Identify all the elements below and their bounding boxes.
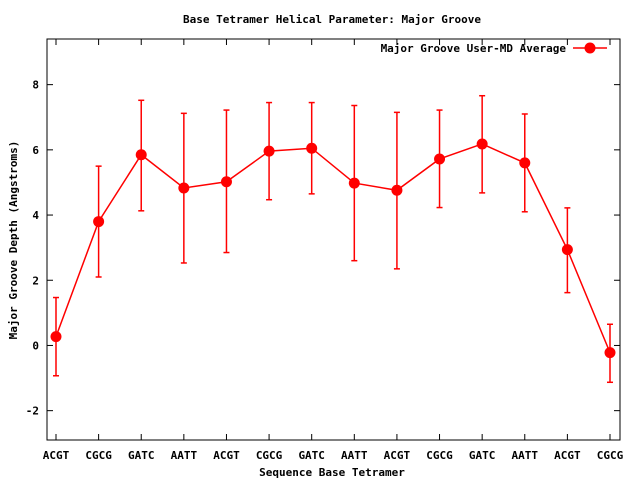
y-tick-label: 0 <box>32 339 39 352</box>
error-bars <box>53 94 613 384</box>
data-point <box>391 184 403 196</box>
data-point <box>476 138 488 150</box>
x-axis: ACGT CGCG GATC AATT ACGT CGCG GATC AATT ACGT CGCG… <box>43 39 624 462</box>
x-tick-label: GATC <box>469 449 496 462</box>
y-tick-label: 8 <box>32 79 39 92</box>
x-tick-label: ACGT <box>384 449 411 462</box>
x-tick-label: AATT <box>171 449 198 462</box>
y-tick-label: 4 <box>32 209 39 222</box>
x-tick-label: CGCG <box>85 449 112 462</box>
x-tick-label: GATC <box>298 449 325 462</box>
data-point <box>263 145 275 157</box>
x-tick-label: ACGT <box>43 449 70 462</box>
data-points <box>50 138 616 359</box>
y-axis-label: Major Groove Depth (Angstroms) <box>7 141 20 340</box>
data-point <box>561 244 573 256</box>
chart-title: Base Tetramer Helical Parameter: Major G… <box>183 13 481 26</box>
data-point <box>434 153 446 165</box>
x-tick-label: CGCG <box>426 449 453 462</box>
legend-marker <box>584 42 596 54</box>
x-tick-label: AATT <box>512 449 539 462</box>
legend: Major Groove User-MD Average <box>381 42 607 55</box>
x-tick-label: ACGT <box>213 449 240 462</box>
y-axis: -2 0 2 4 6 8 <box>26 79 620 418</box>
y-tick-label: -2 <box>26 405 39 418</box>
x-tick-label: CGCG <box>597 449 624 462</box>
x-tick-label: ACGT <box>554 449 581 462</box>
x-axis-label: Sequence Base Tetramer <box>259 466 405 479</box>
data-point <box>306 142 318 154</box>
data-point <box>519 157 531 169</box>
data-point <box>604 347 616 359</box>
data-point <box>135 149 147 161</box>
y-tick-label: 6 <box>32 144 39 157</box>
series-line <box>55 143 611 353</box>
data-point <box>178 182 190 194</box>
data-point <box>93 216 105 228</box>
y-tick-label: 2 <box>32 274 39 287</box>
x-tick-label: CGCG <box>256 449 283 462</box>
x-tick-label: AATT <box>341 449 368 462</box>
x-tick-label: GATC <box>128 449 155 462</box>
data-point <box>50 331 62 343</box>
legend-label: Major Groove User-MD Average <box>381 42 567 55</box>
data-point <box>348 177 360 189</box>
plot-border <box>46 38 621 441</box>
data-point <box>220 176 232 188</box>
